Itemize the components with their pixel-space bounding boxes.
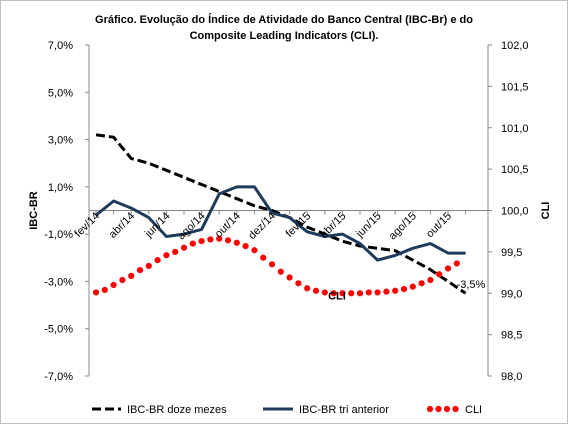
right-tick-label: 102,0 (501, 40, 529, 52)
legend-swatch-cli-dot (452, 405, 459, 413)
cli-point (216, 235, 223, 242)
x-tick-label: fev/15 (284, 210, 314, 240)
series-line-ibcbr-tri-anterior (95, 185, 466, 262)
cli-point (110, 281, 117, 289)
cli-point (286, 274, 293, 281)
right-tick-label: 98,5 (501, 330, 522, 342)
cli-point (128, 272, 135, 279)
right-tick-label: 100,0 (501, 206, 529, 218)
x-tick-label: ago/15 (387, 210, 419, 242)
cli-point (312, 287, 320, 294)
left-tick-label: -1,0% (44, 229, 73, 241)
x-tick-label: jun/15 (353, 210, 383, 240)
cli-point (348, 290, 355, 297)
right-axis-title: CLI (540, 202, 552, 220)
cli-point (339, 290, 346, 297)
cli-point (409, 283, 416, 290)
legend-swatch-cli-dot (435, 405, 442, 413)
cli-point (321, 289, 328, 296)
cli-point (145, 262, 152, 270)
cli-point (119, 276, 126, 284)
cli-point (180, 244, 188, 251)
cli-point (101, 286, 108, 294)
cli-point (374, 289, 381, 296)
cli-point (268, 261, 276, 268)
chart-title-line: Gráfico. Evolução do Índice de Atividade… (95, 13, 473, 26)
left-tick-label: 5,0% (48, 87, 73, 99)
cli-point (356, 290, 364, 297)
cli-point (383, 288, 390, 295)
left-axis-title: IBC-BR (28, 191, 40, 230)
cli-point (392, 287, 399, 294)
right-tick-label: 98,0 (501, 371, 522, 383)
x-tick-label: abr/14 (107, 210, 138, 241)
cli-point (444, 265, 452, 272)
cli-point (330, 290, 337, 297)
x-tick-label: dez/14 (246, 210, 278, 242)
right-tick-label: 101,5 (501, 81, 529, 93)
cli-point (277, 268, 284, 275)
right-tick-label: 100,5 (501, 164, 529, 176)
cli-point (92, 289, 100, 296)
cli-point (154, 257, 161, 264)
legend-label: IBC-BR doze mezes (127, 404, 227, 416)
right-tick-label: 99,0 (501, 288, 522, 300)
cli-point (242, 242, 249, 250)
cli-point (224, 237, 232, 244)
legend-swatch-cli-dot (443, 405, 451, 413)
legend-label: IBC-BR tri anterior (299, 404, 389, 416)
left-tick-label: 1,0% (48, 182, 73, 194)
left-tick-label: 7,0% (48, 40, 73, 52)
left-tick-label: -5,0% (44, 324, 73, 336)
cli-point (418, 280, 425, 287)
cli-point (304, 285, 311, 292)
x-tick-label: fev/14 (72, 210, 102, 240)
left-tick-label: -7,0% (44, 371, 73, 383)
cli-point (400, 286, 408, 293)
cli-point (163, 252, 170, 259)
cli-point (189, 240, 196, 247)
annotation-label: -3,5% (457, 279, 486, 291)
cli-point (251, 247, 258, 254)
cli-point (453, 260, 460, 267)
cli-point (233, 239, 240, 246)
annotation-label: CLI (328, 291, 346, 303)
cli-point (295, 280, 302, 287)
cli-point (365, 289, 372, 296)
left-tick-label: 3,0% (48, 135, 73, 147)
right-tick-label: 99,5 (501, 247, 522, 259)
legend-swatch-cli-dot (426, 405, 434, 413)
cli-point (136, 266, 144, 274)
series-line-ibcbr-doze-mezes (95, 133, 467, 295)
cli-point (198, 238, 205, 245)
right-tick-label: 101,0 (501, 123, 529, 135)
left-tick-label: -3,0% (44, 276, 73, 288)
cli-point (172, 248, 179, 255)
cli-point (427, 276, 434, 284)
cli-point (260, 254, 267, 261)
cli-point (207, 236, 214, 243)
x-tick-label: out/14 (213, 210, 243, 240)
x-tick-label: out/15 (424, 210, 454, 240)
legend-label: CLI (465, 404, 482, 416)
chart-title-line: Composite Leading Indicators (CLI). (190, 30, 379, 42)
cli-point (436, 271, 443, 278)
